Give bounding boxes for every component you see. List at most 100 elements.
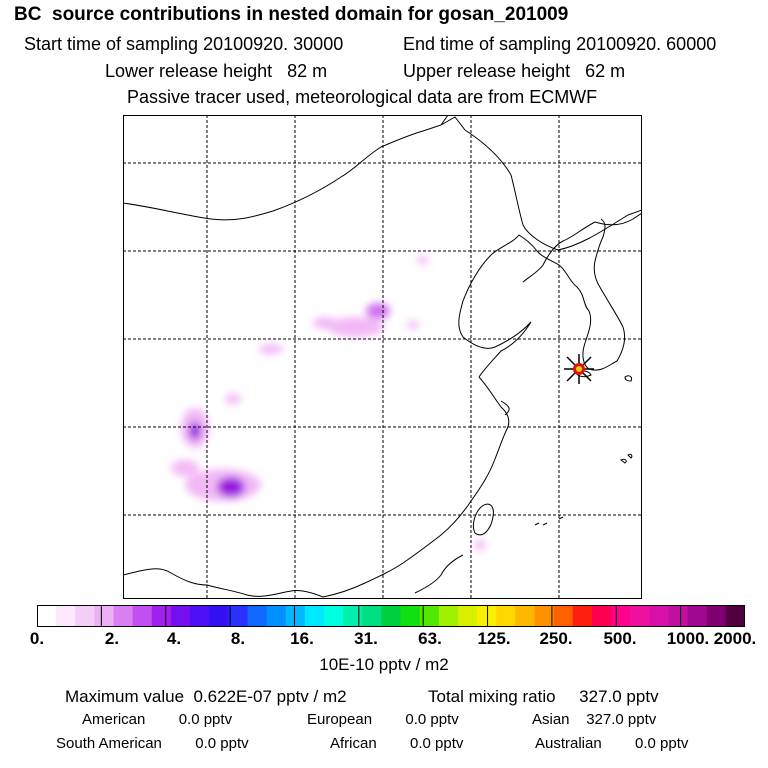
colorbar-cell xyxy=(438,605,459,627)
colorbar xyxy=(37,605,745,627)
northeast-coast xyxy=(522,221,596,283)
korea-east-coast xyxy=(594,212,642,226)
taiwan-strait-coast xyxy=(414,554,464,594)
colorbar-cell xyxy=(496,605,516,627)
colorbar-cell xyxy=(324,605,344,627)
colorbar-cell xyxy=(400,605,421,627)
colorbar-cell xyxy=(190,605,210,627)
colorbar-cell xyxy=(572,605,593,627)
asian-contribution: Asian 327.0 pptv xyxy=(532,711,657,728)
plume-east-small xyxy=(407,321,419,329)
taiwan xyxy=(472,503,494,536)
colorbar-label: 500. xyxy=(603,629,637,648)
plot-title: BC source contributions in nested domain… xyxy=(14,4,569,25)
colorbar-label: 1000. xyxy=(666,629,710,648)
plume-north-central xyxy=(328,317,384,337)
colorbar-cell xyxy=(419,605,440,627)
colorbar-label: 8. xyxy=(230,629,246,648)
colorbar-cell xyxy=(534,605,555,627)
colorbar-units: 10E-10 pptv / m2 xyxy=(319,655,449,674)
yangtze-delta xyxy=(500,400,510,416)
colorbar-cell xyxy=(170,605,191,627)
coastlines xyxy=(123,115,642,598)
south-american-contribution: South American 0.0 pptv xyxy=(56,735,249,752)
tracer-info-label: Passive tracer used, meteorological data… xyxy=(127,87,598,107)
colorbar-cell xyxy=(553,605,574,627)
plume-north-small xyxy=(313,317,337,329)
colorbar-cell xyxy=(151,605,172,627)
gosan-site-marker xyxy=(564,354,594,384)
maximum-value: Maximum value 0.622E-07 pptv / m2 xyxy=(65,687,347,706)
colorbar-label: 31. xyxy=(354,629,378,648)
korea-peninsula xyxy=(558,218,626,371)
small-islands xyxy=(534,516,564,526)
colorbar-cell xyxy=(591,605,612,627)
total-mixing-ratio: Total mixing ratio 327.0 pptv xyxy=(428,687,659,706)
japan-islands xyxy=(620,375,633,464)
colorbar-frame xyxy=(37,605,745,627)
colorbar-label: 4. xyxy=(166,629,182,648)
african-contribution: African 0.0 pptv xyxy=(330,735,464,752)
plume-north-core xyxy=(366,303,390,319)
australian-contribution: Australian 0.0 pptv xyxy=(535,735,689,752)
east-china-coast xyxy=(402,376,510,564)
colorbar-cell xyxy=(228,605,248,627)
colorbar-label: 2. xyxy=(104,629,120,648)
colorbar-label: 2000. xyxy=(713,629,757,648)
north-china-border xyxy=(464,129,642,251)
start-time-label: Start time of sampling 20100920. 30000 xyxy=(24,34,344,54)
colorbar-cell xyxy=(687,605,708,627)
lat-lon-grid xyxy=(123,115,642,599)
upper-release-height-label: Upper release height 62 m xyxy=(403,61,626,81)
colorbar-cell xyxy=(113,605,134,627)
colorbar-label: 125. xyxy=(477,629,511,648)
map-frame xyxy=(123,115,642,599)
concentration-plumes xyxy=(171,256,486,550)
colorbar-label: 63. xyxy=(418,629,442,648)
colorbar-cell xyxy=(630,605,650,627)
colorbar-cell xyxy=(457,605,478,627)
colorbar-cell xyxy=(611,605,631,627)
shandong-peninsula xyxy=(478,321,532,378)
liaodong-coast xyxy=(490,234,560,266)
colorbar-cell xyxy=(362,605,382,627)
colorbar-ticks xyxy=(100,605,682,627)
colorbar-cell xyxy=(132,605,153,627)
colorbar-cell xyxy=(343,605,363,627)
colorbar-cell xyxy=(56,605,76,627)
colorbar-cell xyxy=(75,605,95,627)
southwest-border xyxy=(123,568,292,597)
lower-release-height-label: Lower release height 82 m xyxy=(105,61,328,81)
colorbar-cell xyxy=(304,605,325,627)
colorbar-cell xyxy=(515,605,536,627)
colorbar-cell xyxy=(725,605,745,627)
colorbar-cell xyxy=(285,605,306,627)
plume-mongolia xyxy=(417,256,429,264)
colorbar-cell xyxy=(247,605,268,627)
colorbar-cell xyxy=(266,605,287,627)
bohai-coast xyxy=(458,254,496,349)
colorbar-cell xyxy=(37,605,57,627)
colorbar-cell xyxy=(381,605,402,627)
plume-taiwan-west xyxy=(474,540,486,550)
south-china-coast xyxy=(290,562,404,598)
colorbar-cell xyxy=(209,605,229,627)
colorbar-label: 250. xyxy=(539,629,573,648)
colorbar-cell xyxy=(94,605,115,627)
plume-sichuan-core xyxy=(189,422,201,440)
map-panel xyxy=(123,115,642,599)
plume-center-south xyxy=(225,394,241,404)
russia-mongolia-border xyxy=(123,115,466,221)
european-contribution: European 0.0 pptv xyxy=(307,711,459,728)
colorbar-cell xyxy=(477,605,497,627)
plume-southwest-core xyxy=(217,477,245,497)
colorbar-cell xyxy=(668,605,689,627)
colorbar-label: 0. xyxy=(29,629,45,648)
plume-west-small xyxy=(171,460,199,476)
plume-center-west xyxy=(259,344,283,354)
colorbar-cell xyxy=(649,605,669,627)
colorbar-cell xyxy=(706,605,727,627)
colorbar-label: 16. xyxy=(290,629,314,648)
colorbar-cells xyxy=(37,605,745,627)
american-contribution: American 0.0 pptv xyxy=(82,711,233,728)
